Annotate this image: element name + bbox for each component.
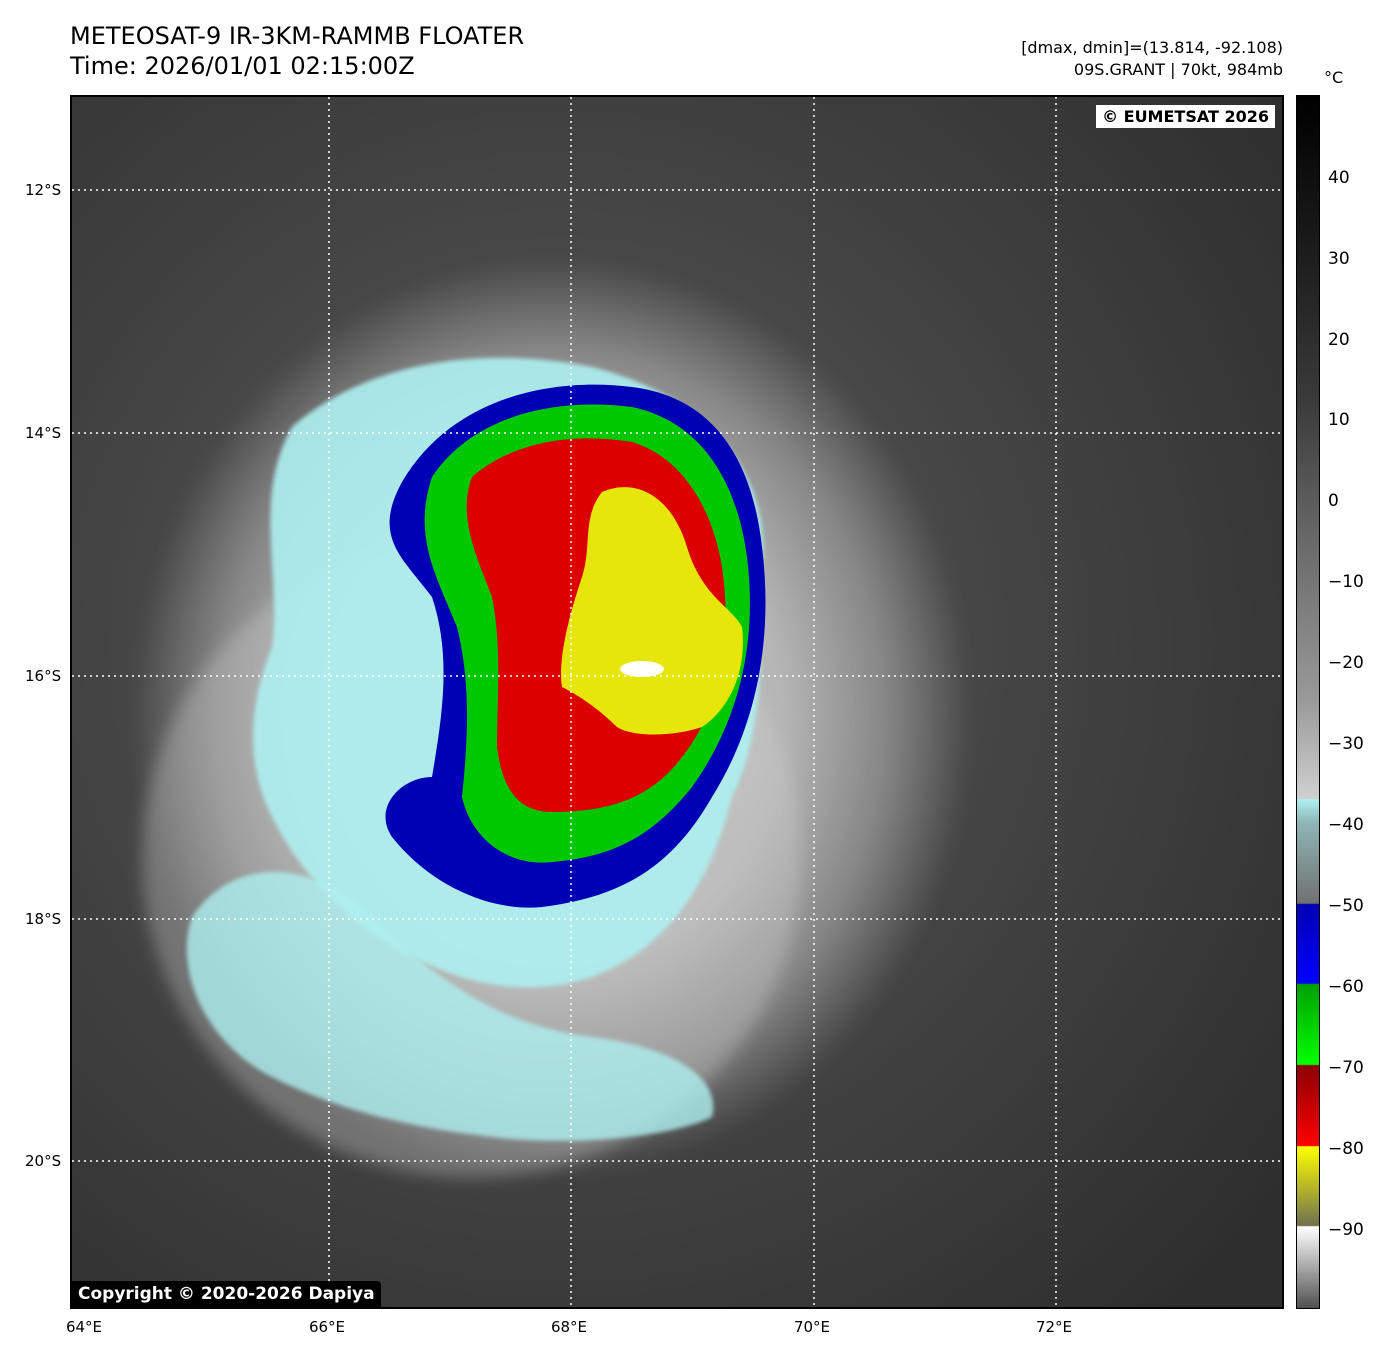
colorbar-unit: °C — [1324, 68, 1344, 87]
ir-imagery — [72, 97, 1282, 1307]
colorbar-tick: −60 — [1328, 977, 1364, 997]
colorbar-tick: −70 — [1328, 1058, 1364, 1078]
data-range: [dmax, dmin]=(13.814, -92.108) — [1021, 38, 1283, 57]
colorbar-tick: 20 — [1328, 330, 1350, 350]
colorbar-tick: 40 — [1328, 168, 1350, 188]
lat-label-12s: 12°S — [25, 181, 62, 199]
copyright-watermark: Copyright © 2020-2026 Dapiya — [72, 1281, 381, 1307]
lon-label-70e: 70°E — [793, 1318, 831, 1336]
lat-label-18s: 18°S — [25, 910, 62, 928]
timestamp: Time: 2026/01/01 02:15:00Z — [70, 52, 415, 80]
colorbar-tick: −20 — [1328, 653, 1364, 673]
yellow-core — [561, 487, 743, 735]
colorbar-tick: −50 — [1328, 896, 1364, 916]
graticule — [72, 97, 1282, 1307]
colorbar-tick: −40 — [1328, 815, 1364, 835]
chart-title: METEOSAT-9 IR-3KM-RAMMB FLOATER — [70, 22, 525, 50]
colorbar-tick: −90 — [1328, 1220, 1364, 1240]
colorbar-tick: 10 — [1328, 410, 1350, 430]
satellite-image: © EUMETSAT 2026 Copyright © 2020-2026 Da… — [70, 95, 1284, 1309]
lat-label-14s: 14°S — [25, 424, 62, 442]
colorbar-tick: −80 — [1328, 1139, 1364, 1159]
colorbar-tick: 30 — [1328, 249, 1350, 269]
lat-label-20s: 20°S — [25, 1152, 62, 1170]
lon-label-68e: 68°E — [550, 1318, 588, 1336]
colorbar-tick: 0 — [1328, 491, 1339, 511]
lon-label-64e: 64°E — [65, 1318, 103, 1336]
colorbar-tick: −10 — [1328, 572, 1364, 592]
eye-feature — [620, 661, 664, 677]
lat-label-16s: 16°S — [25, 667, 62, 685]
lon-label-72e: 72°E — [1035, 1318, 1073, 1336]
storm-info: 09S.GRANT | 70kt, 984mb — [1073, 60, 1283, 79]
lon-label-66e: 66°E — [308, 1318, 346, 1336]
colorbar — [1296, 95, 1320, 1309]
eumetsat-watermark: © EUMETSAT 2026 — [1096, 105, 1275, 128]
colorbar-tick: −30 — [1328, 734, 1364, 754]
